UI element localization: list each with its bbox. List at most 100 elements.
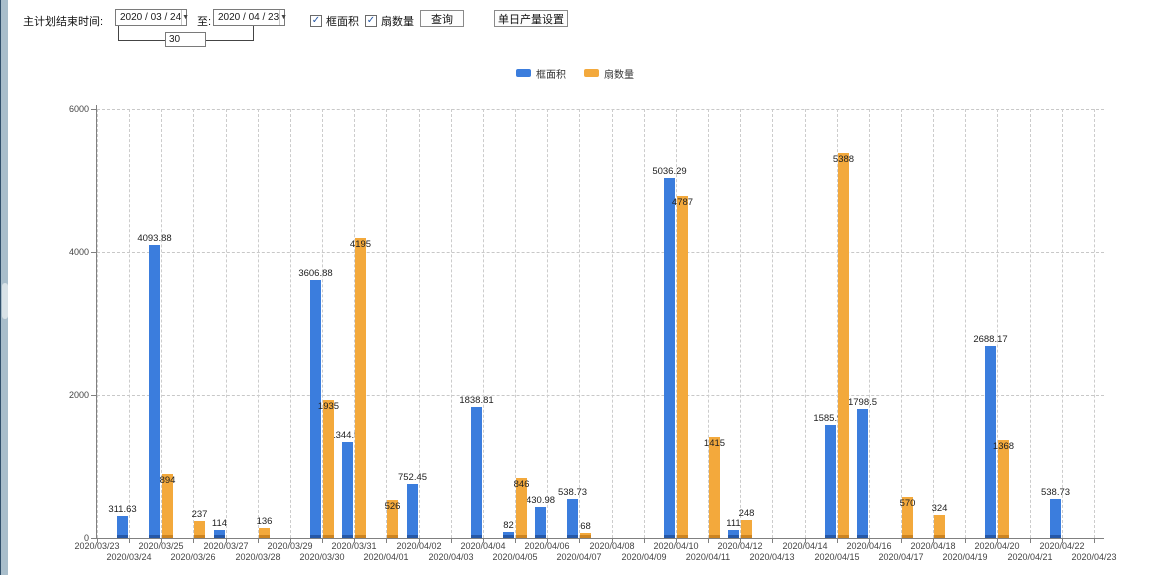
bar-frame-area	[471, 407, 482, 538]
legend-item-frame-area[interactable]: 框面积	[516, 66, 566, 81]
bar-value-label: 526	[384, 501, 401, 512]
bar-fan-count	[934, 515, 945, 538]
bar-fan-count	[259, 528, 270, 538]
legend-item-fan-count[interactable]: 扇数量	[584, 66, 634, 81]
bar-fan-count	[194, 521, 205, 538]
bar-value-label: 2688.17	[973, 334, 1008, 345]
bar-fan-count	[998, 440, 1009, 538]
checkbox-fan-count[interactable]: ✓ 扇数量	[365, 13, 414, 29]
bar-value-label: 237	[191, 509, 208, 520]
gridline-vertical	[1062, 109, 1063, 538]
panel-resize-handle[interactable]	[2, 283, 8, 319]
x-axis-date-label: 2020/03/27	[203, 541, 249, 551]
bar-frame-area	[535, 507, 546, 538]
x-axis-date-label: 2020/03/28	[235, 552, 281, 562]
bar-value-label: 68	[580, 521, 591, 532]
bar-value-label: 1798.5	[847, 397, 878, 408]
x-axis-date-label: 2020/04/11	[685, 552, 731, 562]
bar-frame-area	[985, 346, 996, 538]
end-time-label: 主计划结束时间:	[23, 16, 104, 28]
x-axis-tick	[547, 539, 548, 543]
bar-fan-count	[741, 520, 752, 538]
x-axis-date-label: 2020/04/16	[846, 541, 892, 551]
x-axis-date-label: 2020/04/14	[782, 541, 828, 551]
x-axis-tick	[837, 539, 838, 543]
to-label: 至:	[197, 16, 212, 28]
bar-value-label: 1585.96	[813, 413, 848, 424]
bar-fan-count	[902, 497, 913, 538]
x-axis-date-label: 2020/04/21	[1007, 552, 1053, 562]
gridline-vertical	[1030, 109, 1031, 538]
x-axis-tick	[97, 539, 98, 543]
chart-legend: 框面积 扇数量	[0, 66, 1150, 81]
x-axis-date-label: 2020/04/03	[428, 552, 474, 562]
x-axis-tick	[901, 539, 902, 543]
bar-value-label: 1344.95	[330, 430, 365, 441]
bar-value-label: 4195	[349, 239, 372, 250]
bar-value-label: 136	[256, 516, 273, 527]
bar-value-label: 570	[899, 498, 916, 509]
gridline-vertical	[258, 109, 259, 538]
x-axis-tick	[997, 539, 998, 543]
checkbox-frame-area[interactable]: ✓ 框面积	[310, 13, 359, 29]
bar-frame-area	[342, 442, 353, 538]
chevron-down-icon[interactable]: ▼	[181, 10, 189, 25]
x-axis-tick	[612, 539, 613, 543]
gridline-horizontal	[97, 395, 1104, 396]
query-button[interactable]: 查询	[420, 10, 464, 27]
gridline-vertical	[515, 109, 516, 538]
x-axis-tick	[933, 539, 934, 543]
bar-value-label: 846	[513, 479, 530, 490]
span-days-input[interactable]: 30	[165, 32, 206, 47]
gridline-vertical	[772, 109, 773, 538]
gridline-vertical	[901, 109, 902, 538]
gridline-vertical	[322, 109, 323, 538]
start-date-picker[interactable]: 2020 / 03 / 24 ▼	[115, 9, 189, 26]
date-span-connector-right	[206, 26, 254, 41]
checkbox-checked-icon[interactable]: ✓	[310, 15, 322, 27]
daily-output-settings-button[interactable]: 单日产量设置	[494, 10, 568, 27]
y-axis-tick-label: 2000	[68, 390, 89, 400]
checkbox-checked-icon[interactable]: ✓	[365, 15, 377, 27]
bar-value-label: 752.45	[397, 472, 428, 483]
x-axis-date-label: 2020/03/23	[74, 541, 120, 551]
x-axis-date-label: 2020/04/04	[460, 541, 506, 551]
bar-fan-count	[323, 400, 334, 538]
bar-fan-count	[516, 478, 527, 538]
bar-fan-count	[162, 474, 173, 538]
x-axis-tick	[1094, 539, 1095, 543]
bar-value-label: 1935	[317, 401, 340, 412]
y-axis-tick	[91, 395, 96, 396]
x-axis-tick	[386, 539, 387, 543]
bar-value-label: 1415	[703, 438, 726, 449]
gridline-vertical	[740, 109, 741, 538]
x-axis-tick	[226, 539, 227, 543]
bar-fan-count	[355, 238, 366, 538]
y-axis-tick-label: 0	[83, 533, 89, 543]
x-axis-tick	[676, 539, 677, 543]
bar-frame-area	[310, 280, 321, 538]
x-axis-date-label: 2020/04/09	[621, 552, 667, 562]
x-axis-date-label: 2020/04/12	[717, 541, 763, 551]
bar-frame-area	[857, 409, 868, 538]
y-axis-line	[96, 105, 97, 539]
gridline-vertical	[708, 109, 709, 538]
x-axis-tick	[483, 539, 484, 543]
gridline-vertical	[226, 109, 227, 538]
end-date-picker[interactable]: 2020 / 04 / 23 ▼	[213, 9, 287, 26]
x-axis-tick	[805, 539, 806, 543]
gridline-vertical	[933, 109, 934, 538]
bar-value-label: 5036.29	[652, 166, 687, 177]
chevron-down-icon[interactable]: ▼	[279, 10, 287, 25]
x-axis-date-label: 2020/04/05	[492, 552, 538, 562]
legend-label: 扇数量	[604, 69, 634, 81]
gridline-horizontal	[97, 252, 1104, 253]
x-axis-date-label: 2020/04/19	[942, 552, 988, 562]
gridline-vertical	[805, 109, 806, 538]
span-days-value: 30	[169, 34, 181, 45]
bar-frame-area	[664, 178, 675, 538]
frame-area-swatch	[516, 69, 531, 77]
x-axis-date-label: 2020/03/24	[106, 552, 152, 562]
x-axis-tick	[965, 539, 966, 543]
x-axis-date-label: 2020/03/29	[267, 541, 313, 551]
